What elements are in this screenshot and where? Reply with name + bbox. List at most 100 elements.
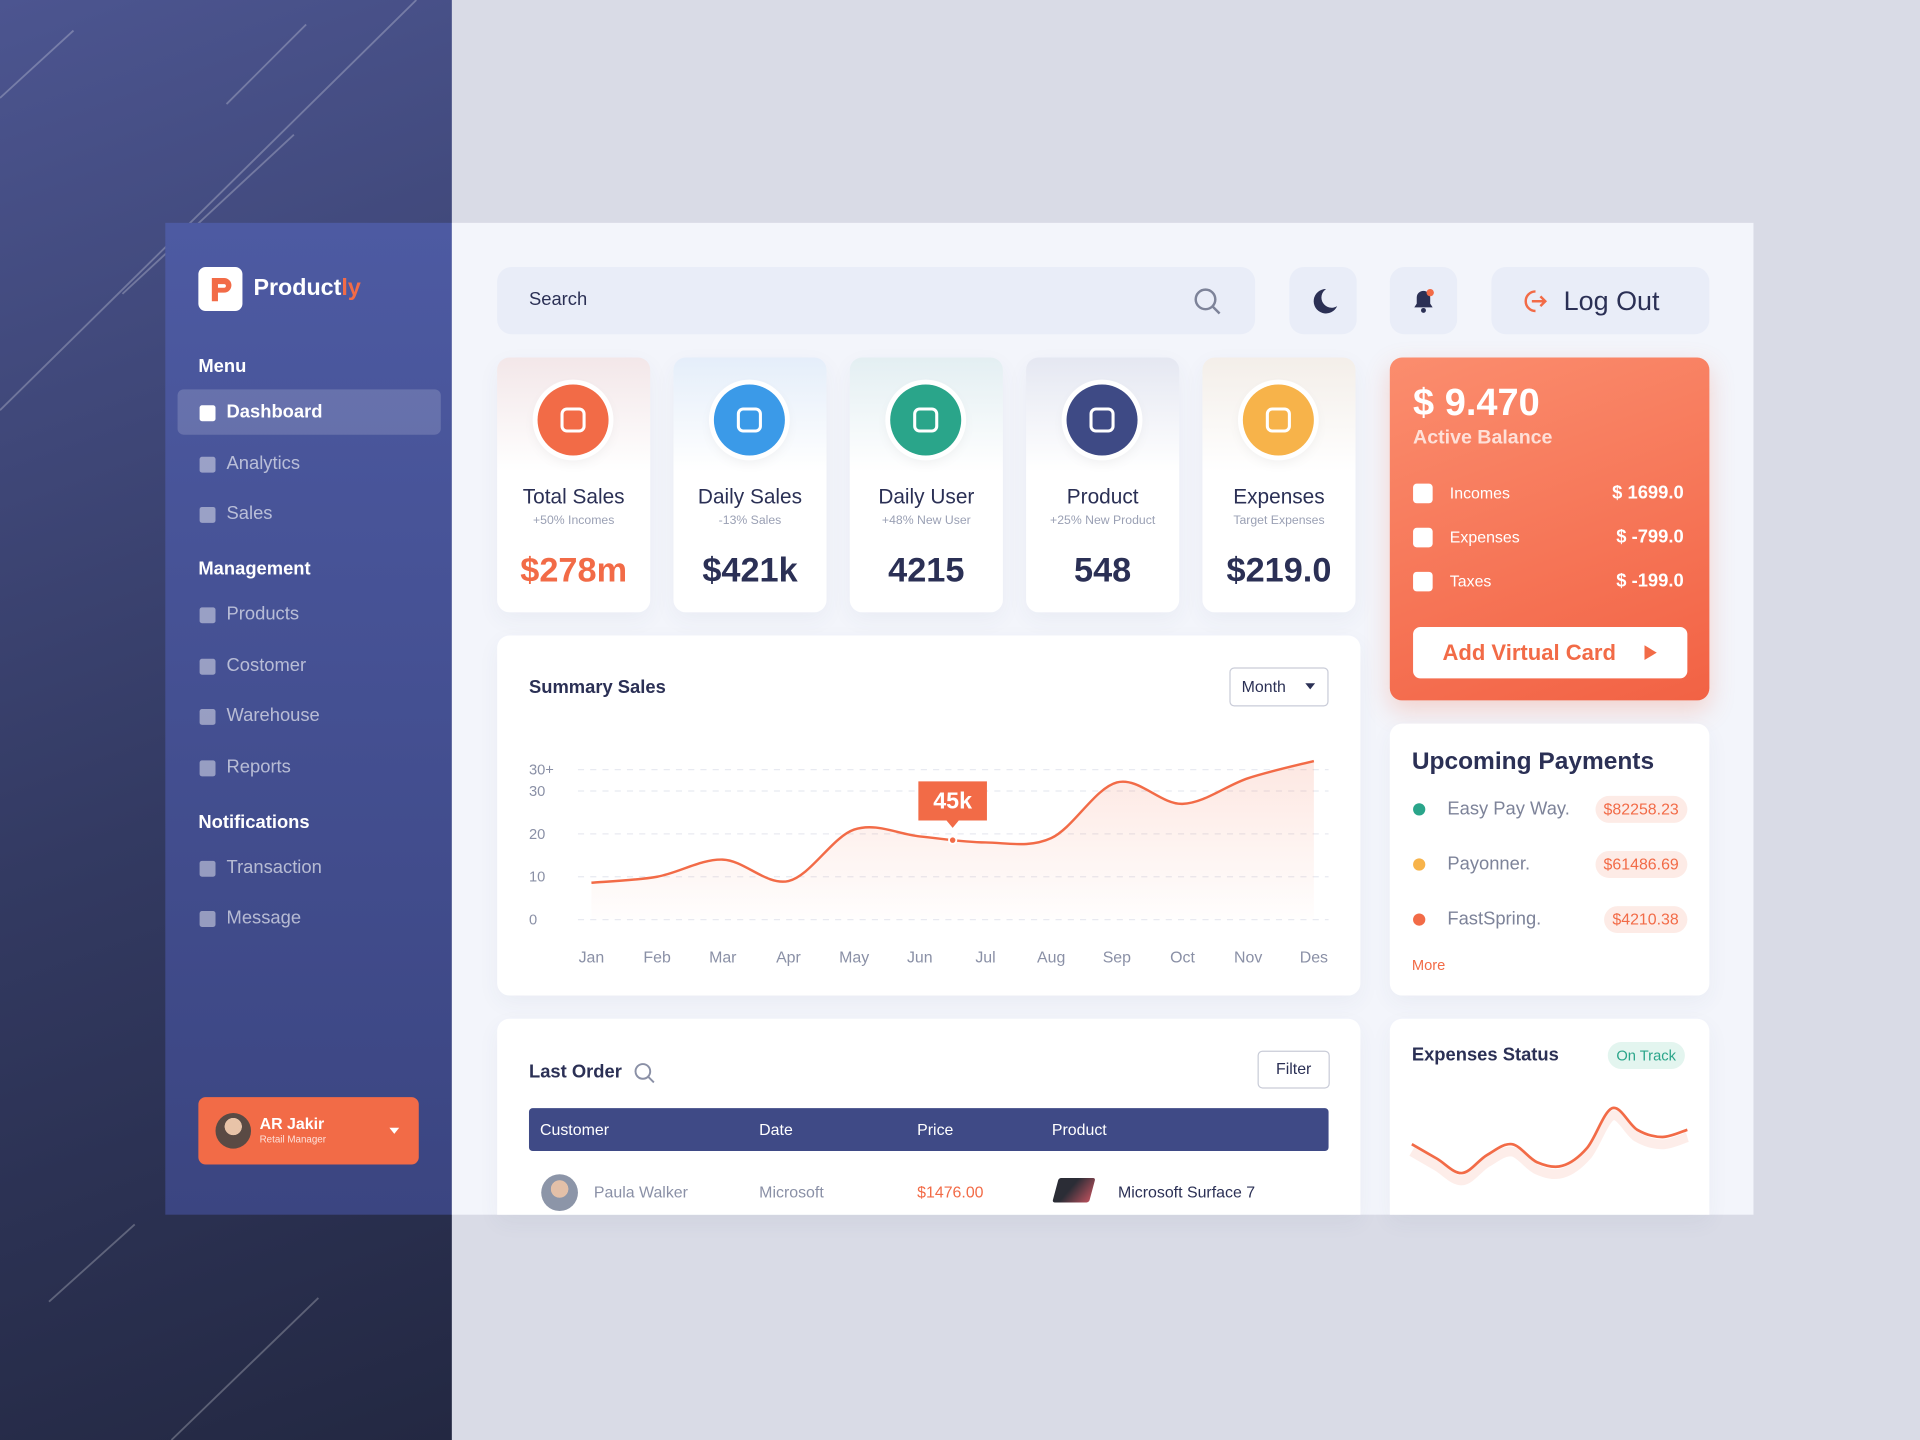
row-icon <box>1413 571 1433 592</box>
menu-item[interactable]: Transaction <box>226 856 322 878</box>
section-title: Notifications <box>198 811 310 833</box>
stat-note: +48% New User <box>881 514 971 528</box>
row-label: Incomes <box>1449 483 1510 503</box>
stat-value: $219.0 <box>1226 551 1332 589</box>
menu-item[interactable]: Costomer <box>226 654 307 676</box>
annotation-box <box>918 781 987 828</box>
stat-value: $421k <box>702 551 798 589</box>
stat-title: Expenses <box>1233 484 1325 509</box>
logo <box>198 266 243 312</box>
add-card-button[interactable]: Add Virtual Card <box>1413 626 1688 679</box>
stat-title: Product <box>1066 484 1139 509</box>
menu-icon <box>199 759 216 776</box>
stat-glyph <box>560 407 586 433</box>
payments-more[interactable]: More <box>1411 956 1446 974</box>
stat-note: -13% Sales <box>718 514 782 528</box>
section-title: Menu <box>198 356 247 378</box>
menu-icon <box>199 911 216 927</box>
table-cell: Microsoft <box>759 1182 824 1202</box>
stat-icon <box>537 384 609 456</box>
payment-amount: $61486.69 <box>1594 851 1688 878</box>
expenses-card: Expenses Status On Track <box>1389 1018 1710 1215</box>
row-amount: $ -799.0 <box>1616 526 1684 548</box>
stat-value: 548 <box>1074 551 1132 589</box>
x-tick-label: Jun <box>907 949 933 966</box>
backdrop-lines <box>0 0 417 1440</box>
logout-button[interactable]: Log Out <box>1491 266 1710 335</box>
menu-item[interactable]: Reports <box>226 756 291 777</box>
x-tick-label: Apr <box>776 949 801 966</box>
stat-title: Daily Sales <box>697 484 803 509</box>
orders-search-icon[interactable] <box>633 1062 657 1086</box>
menu-icon <box>199 405 216 422</box>
period-caret <box>1305 683 1316 690</box>
stat-icon <box>713 384 785 456</box>
sparkline-line <box>1411 1106 1688 1175</box>
x-tick-label: Mar <box>709 949 737 966</box>
orders-title: Last Order <box>528 1061 622 1083</box>
stat-value: 4215 <box>888 551 965 589</box>
annotation-dot <box>948 835 958 845</box>
stat-note: +25% New Product <box>1050 514 1156 528</box>
column-header: Date <box>759 1120 793 1139</box>
payment-dot <box>1413 858 1426 871</box>
menu-item[interactable]: Analytics <box>226 452 301 474</box>
menu-icon <box>199 860 216 877</box>
menu-item[interactable]: Sales <box>226 503 273 525</box>
menu-icon <box>199 506 216 523</box>
balance-label: Active Balance <box>1413 427 1553 449</box>
x-tick-label: Jul <box>975 949 995 966</box>
column-header: Price <box>917 1120 954 1139</box>
period-select[interactable]: Month <box>1229 667 1329 707</box>
stat-glyph <box>913 407 939 433</box>
balance-amount: $ 9.470 <box>1413 380 1540 424</box>
sparkline-shadow <box>1409 1110 1689 1186</box>
moon-icon <box>1313 288 1338 314</box>
x-tick-label: Nov <box>1234 949 1262 966</box>
stat-note: Target Expenses <box>1233 514 1325 528</box>
product-thumb <box>1052 1177 1096 1203</box>
logout-label: Log Out <box>1563 285 1660 316</box>
payments-card: Upcoming Payments More Easy Pay Way. $822… <box>1389 723 1710 996</box>
menu-item[interactable]: Message <box>226 907 302 929</box>
stat-glyph <box>1265 407 1291 433</box>
stat-glyph <box>1089 407 1115 433</box>
row-icon <box>1413 483 1433 504</box>
sidebar <box>165 222 452 1215</box>
bell-icon <box>1414 288 1434 313</box>
payment-dot <box>1413 803 1426 816</box>
theme-button[interactable] <box>1289 266 1357 335</box>
y-tick-label: 0 <box>529 912 537 928</box>
payment-dot <box>1413 913 1426 926</box>
payment-name: Payonner. <box>1447 853 1531 875</box>
stat-icon <box>1242 384 1314 456</box>
menu-icon <box>199 607 216 624</box>
stat-card: Total Sales +50% Incomes $278m <box>497 357 651 613</box>
row-label: Expenses <box>1449 527 1520 547</box>
search-placeholder: Search <box>528 288 588 310</box>
user-card[interactable]: AR Jakir Retail Manager <box>198 1097 419 1165</box>
user-avatar <box>215 1113 252 1149</box>
payment-name: Easy Pay Way. <box>1447 798 1570 820</box>
active-highlight <box>177 389 441 435</box>
expenses-title: Expenses Status <box>1411 1044 1559 1066</box>
row-amount: $ -199.0 <box>1616 570 1684 592</box>
menu-item[interactable]: Warehouse <box>226 705 320 727</box>
menu-item[interactable]: Dashboard <box>226 401 323 423</box>
search-box[interactable]: Search <box>497 266 1256 335</box>
play-icon <box>1644 645 1657 660</box>
filter-button[interactable]: Filter <box>1257 1050 1330 1089</box>
brand: Productly <box>253 276 360 301</box>
x-tick-label: Feb <box>643 949 671 966</box>
stat-value: $278m <box>520 551 628 589</box>
x-tick-label: Sep <box>1103 949 1131 966</box>
y-tick-label: 10 <box>529 870 545 886</box>
menu-item[interactable]: Products <box>226 603 300 625</box>
x-tick-label: May <box>839 949 869 966</box>
payment-amount: $4210.38 <box>1603 906 1688 934</box>
row-icon <box>1413 527 1433 548</box>
customer-avatar <box>541 1174 578 1212</box>
notification-button[interactable] <box>1389 266 1458 335</box>
filter-label: Filter <box>1275 1059 1312 1078</box>
